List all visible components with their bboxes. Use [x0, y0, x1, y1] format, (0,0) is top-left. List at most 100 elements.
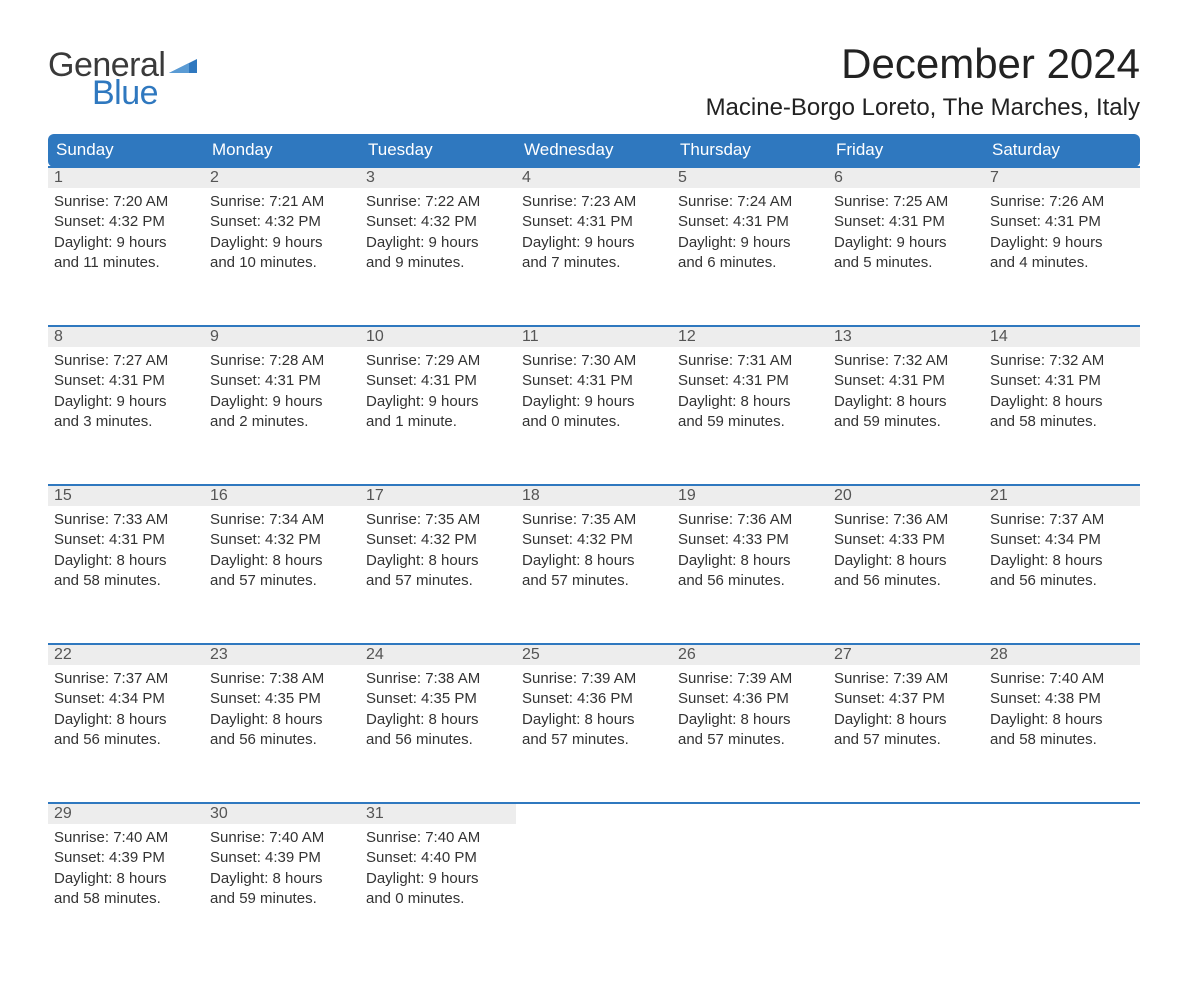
sunrise-text: Sunrise: 7:34 AM	[210, 510, 354, 530]
day-details: Sunrise: 7:31 AMSunset: 4:31 PMDaylight:…	[672, 347, 828, 485]
daylight-text-line1: Daylight: 8 hours	[210, 551, 354, 571]
daylight-text-line2: and 57 minutes.	[834, 730, 978, 750]
daynum-row: 22232425262728	[48, 644, 1140, 665]
daylight-text-line1: Daylight: 8 hours	[522, 551, 666, 571]
daylight-text-line2: and 56 minutes.	[366, 730, 510, 750]
day-details: Sunrise: 7:36 AMSunset: 4:33 PMDaylight:…	[672, 506, 828, 644]
empty-day	[516, 803, 672, 824]
weekday-heading: Thursday	[672, 134, 828, 167]
daylight-text-line2: and 57 minutes.	[522, 571, 666, 591]
sunset-text: Sunset: 4:31 PM	[366, 371, 510, 391]
sunset-text: Sunset: 4:31 PM	[522, 212, 666, 232]
day-details: Sunrise: 7:30 AMSunset: 4:31 PMDaylight:…	[516, 347, 672, 485]
sunset-text: Sunset: 4:31 PM	[834, 212, 978, 232]
day-details: Sunrise: 7:34 AMSunset: 4:32 PMDaylight:…	[204, 506, 360, 644]
sunrise-text: Sunrise: 7:26 AM	[990, 192, 1134, 212]
sunrise-text: Sunrise: 7:29 AM	[366, 351, 510, 371]
daylight-text-line2: and 5 minutes.	[834, 253, 978, 273]
sunrise-text: Sunrise: 7:36 AM	[834, 510, 978, 530]
daylight-text-line1: Daylight: 9 hours	[366, 392, 510, 412]
daylight-text-line2: and 56 minutes.	[990, 571, 1134, 591]
day-number: 10	[360, 326, 516, 347]
empty-cell	[516, 824, 672, 962]
daylight-text-line2: and 58 minutes.	[54, 889, 198, 909]
day-details: Sunrise: 7:26 AMSunset: 4:31 PMDaylight:…	[984, 188, 1140, 326]
daylight-text-line2: and 7 minutes.	[522, 253, 666, 273]
day-number: 12	[672, 326, 828, 347]
daylight-text-line1: Daylight: 9 hours	[54, 392, 198, 412]
day-number: 28	[984, 644, 1140, 665]
daylight-text-line2: and 56 minutes.	[678, 571, 822, 591]
sunset-text: Sunset: 4:32 PM	[210, 530, 354, 550]
day-details: Sunrise: 7:40 AMSunset: 4:38 PMDaylight:…	[984, 665, 1140, 803]
sunset-text: Sunset: 4:33 PM	[834, 530, 978, 550]
day-number: 3	[360, 167, 516, 188]
details-row: Sunrise: 7:37 AMSunset: 4:34 PMDaylight:…	[48, 665, 1140, 803]
day-number: 1	[48, 167, 204, 188]
daylight-text-line2: and 57 minutes.	[678, 730, 822, 750]
day-details: Sunrise: 7:27 AMSunset: 4:31 PMDaylight:…	[48, 347, 204, 485]
sunset-text: Sunset: 4:31 PM	[54, 530, 198, 550]
day-details: Sunrise: 7:40 AMSunset: 4:40 PMDaylight:…	[360, 824, 516, 962]
month-title: December 2024	[706, 40, 1140, 88]
sunrise-text: Sunrise: 7:35 AM	[366, 510, 510, 530]
daylight-text-line2: and 56 minutes.	[210, 730, 354, 750]
day-number: 9	[204, 326, 360, 347]
daylight-text-line2: and 58 minutes.	[54, 571, 198, 591]
day-number: 17	[360, 485, 516, 506]
sunset-text: Sunset: 4:37 PM	[834, 689, 978, 709]
daylight-text-line2: and 57 minutes.	[366, 571, 510, 591]
daylight-text-line1: Daylight: 8 hours	[834, 392, 978, 412]
day-details: Sunrise: 7:32 AMSunset: 4:31 PMDaylight:…	[828, 347, 984, 485]
weekday-heading: Friday	[828, 134, 984, 167]
day-details: Sunrise: 7:23 AMSunset: 4:31 PMDaylight:…	[516, 188, 672, 326]
sunset-text: Sunset: 4:31 PM	[678, 212, 822, 232]
day-details: Sunrise: 7:29 AMSunset: 4:31 PMDaylight:…	[360, 347, 516, 485]
sunset-text: Sunset: 4:31 PM	[834, 371, 978, 391]
daylight-text-line1: Daylight: 9 hours	[210, 392, 354, 412]
header: General Blue December 2024 Macine-Borgo …	[48, 40, 1140, 126]
sunset-text: Sunset: 4:33 PM	[678, 530, 822, 550]
daylight-text-line1: Daylight: 8 hours	[210, 710, 354, 730]
sunrise-text: Sunrise: 7:35 AM	[522, 510, 666, 530]
daylight-text-line1: Daylight: 9 hours	[522, 392, 666, 412]
sunrise-text: Sunrise: 7:25 AM	[834, 192, 978, 212]
daylight-text-line1: Daylight: 8 hours	[990, 551, 1134, 571]
day-details: Sunrise: 7:38 AMSunset: 4:35 PMDaylight:…	[360, 665, 516, 803]
daylight-text-line2: and 2 minutes.	[210, 412, 354, 432]
day-number: 23	[204, 644, 360, 665]
sunrise-text: Sunrise: 7:37 AM	[990, 510, 1134, 530]
empty-day	[828, 803, 984, 824]
day-number: 31	[360, 803, 516, 824]
sunrise-text: Sunrise: 7:38 AM	[210, 669, 354, 689]
details-row: Sunrise: 7:20 AMSunset: 4:32 PMDaylight:…	[48, 188, 1140, 326]
day-details: Sunrise: 7:25 AMSunset: 4:31 PMDaylight:…	[828, 188, 984, 326]
sunset-text: Sunset: 4:31 PM	[990, 212, 1134, 232]
daylight-text-line1: Daylight: 9 hours	[210, 233, 354, 253]
day-number: 14	[984, 326, 1140, 347]
day-details: Sunrise: 7:37 AMSunset: 4:34 PMDaylight:…	[984, 506, 1140, 644]
day-number: 24	[360, 644, 516, 665]
day-number: 16	[204, 485, 360, 506]
daylight-text-line1: Daylight: 8 hours	[54, 869, 198, 889]
daylight-text-line1: Daylight: 9 hours	[366, 869, 510, 889]
sunrise-text: Sunrise: 7:37 AM	[54, 669, 198, 689]
daylight-text-line2: and 58 minutes.	[990, 412, 1134, 432]
day-number: 30	[204, 803, 360, 824]
daylight-text-line2: and 58 minutes.	[990, 730, 1134, 750]
day-details: Sunrise: 7:38 AMSunset: 4:35 PMDaylight:…	[204, 665, 360, 803]
sunrise-text: Sunrise: 7:22 AM	[366, 192, 510, 212]
sunrise-text: Sunrise: 7:27 AM	[54, 351, 198, 371]
sunset-text: Sunset: 4:39 PM	[54, 848, 198, 868]
daylight-text-line1: Daylight: 9 hours	[678, 233, 822, 253]
sunset-text: Sunset: 4:31 PM	[54, 371, 198, 391]
sunrise-text: Sunrise: 7:24 AM	[678, 192, 822, 212]
sunset-text: Sunset: 4:31 PM	[678, 371, 822, 391]
day-details: Sunrise: 7:32 AMSunset: 4:31 PMDaylight:…	[984, 347, 1140, 485]
day-details: Sunrise: 7:39 AMSunset: 4:36 PMDaylight:…	[672, 665, 828, 803]
daylight-text-line2: and 1 minute.	[366, 412, 510, 432]
day-details: Sunrise: 7:33 AMSunset: 4:31 PMDaylight:…	[48, 506, 204, 644]
day-number: 29	[48, 803, 204, 824]
daylight-text-line1: Daylight: 8 hours	[366, 710, 510, 730]
daylight-text-line2: and 10 minutes.	[210, 253, 354, 273]
